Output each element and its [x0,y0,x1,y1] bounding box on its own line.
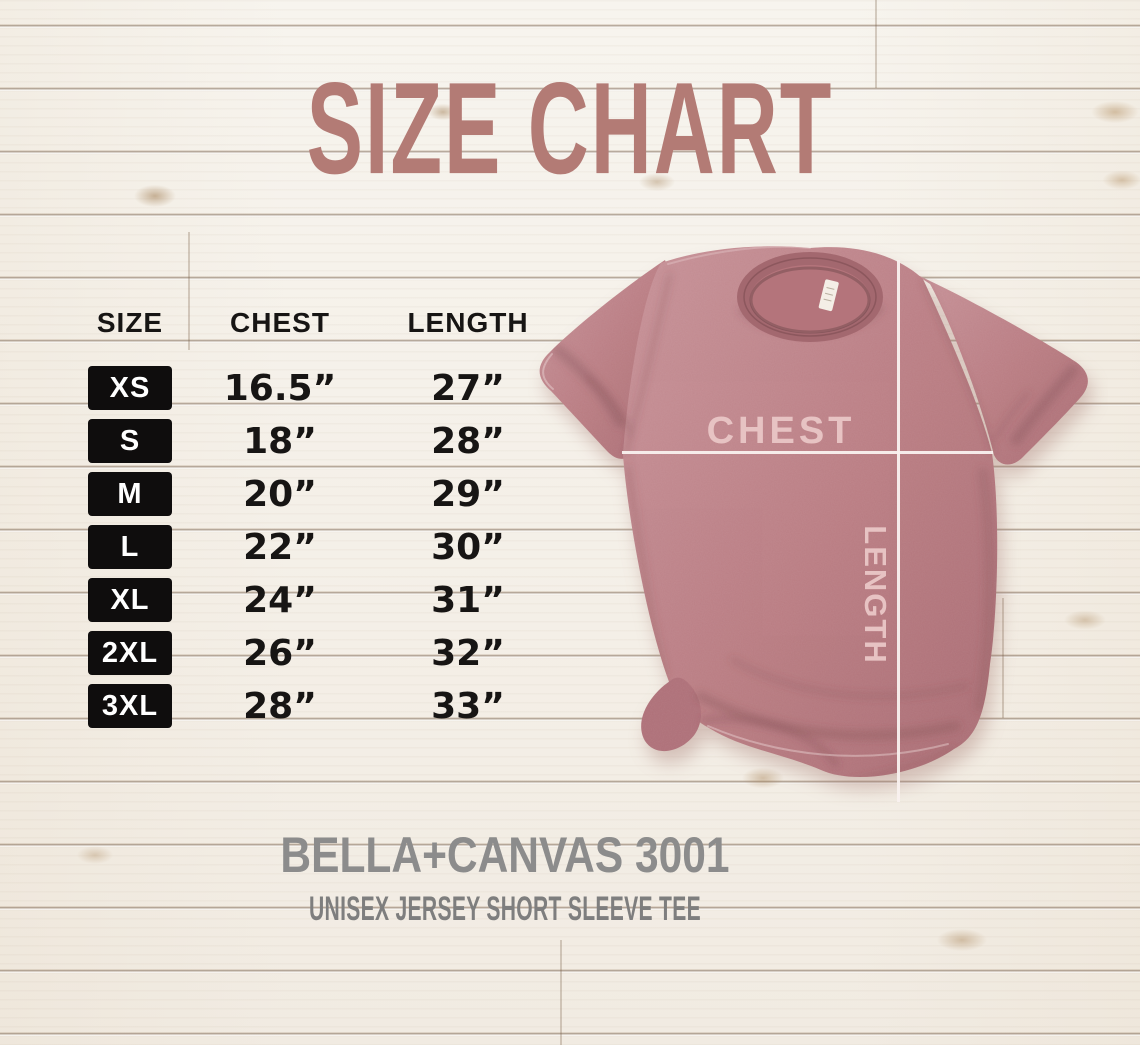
length-value: 33” [431,685,505,727]
plank-seam [560,940,562,1045]
size-badge: L [88,525,172,569]
length-measure-label: LENGTH [858,525,893,665]
chest-value: 18” [243,420,317,462]
table-header-row: SIZE CHEST LENGTH [78,306,558,340]
chest-value: 26” [243,632,317,674]
col-header-size: SIZE [96,307,164,338]
size-badge: XL [88,578,172,622]
size-badge: XS [88,366,172,410]
product-subtitle: UNISEX JERSEY SHORT SLEEVE TEE [309,890,701,928]
length-value: 27” [431,367,505,409]
col-header-length: LENGTH [407,307,529,338]
chest-value: 16.5” [223,367,337,409]
length-measure-line [897,260,900,802]
size-badge: 2XL [88,631,172,675]
length-value: 28” [431,420,505,462]
collar-tag [818,279,839,312]
table-row: S 18” 28” [78,419,558,463]
plank-seam [875,0,877,88]
col-header-chest: CHEST [230,307,330,338]
size-table: SIZE CHEST LENGTH XS 16.5” 27” S 18” 28”… [78,306,558,737]
plank-seam [188,232,190,350]
chest-value: 22” [243,526,317,568]
table-row: M 20” 29” [78,472,558,516]
table-row: 3XL 28” 33” [78,684,558,728]
chest-measure-label: CHEST [706,410,856,452]
chest-value: 24” [243,579,317,621]
table-row: XS 16.5” 27” [78,366,558,410]
length-value: 30” [431,526,505,568]
size-badge: M [88,472,172,516]
brand-title: BELLA+CANVAS 3001 [280,827,730,883]
table-row: XL 24” 31” [78,578,558,622]
table-row: 2XL 26” 32” [78,631,558,675]
chest-value: 28” [243,685,317,727]
chest-measure-line [622,451,993,454]
size-badge: S [88,419,172,463]
length-value: 32” [431,632,505,674]
shirt-collar [737,252,883,342]
table-row: L 22” 30” [78,525,558,569]
size-badge: 3XL [88,684,172,728]
tshirt-mockup [539,246,1093,790]
page-title: SIZE CHART [306,55,834,202]
length-value: 29” [431,473,505,515]
chest-value: 20” [243,473,317,515]
length-value: 31” [431,579,505,621]
plank-seam [1002,598,1004,718]
